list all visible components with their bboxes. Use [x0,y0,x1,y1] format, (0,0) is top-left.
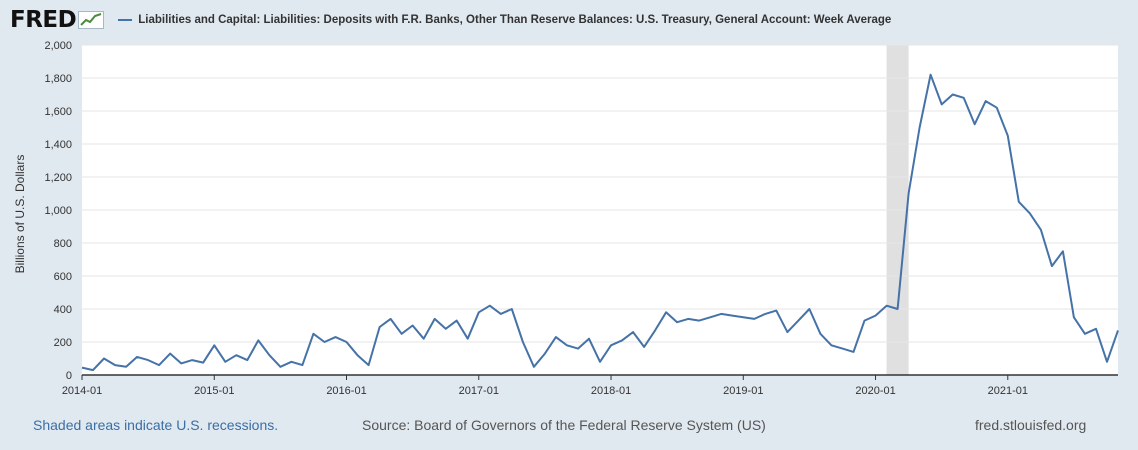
x-tick-label: 2021-01 [988,385,1028,397]
x-tick-label: 2019-01 [723,385,763,397]
y-tick-label: 400 [54,304,72,316]
fred-logo[interactable]: FRED [10,7,77,33]
y-tick-label: 0 [66,370,72,382]
y-tick-label: 2,000 [44,40,72,52]
x-tick-label: 2017-01 [459,385,499,397]
x-tick-label: 2020-01 [855,385,895,397]
y-tick-label: 1,200 [44,172,72,184]
x-tick-label: 2015-01 [194,385,234,397]
y-tick-label: 1,400 [44,139,72,151]
site-link[interactable]: fred.stlouisfed.org [975,417,1087,433]
y-axis-title: Billions of U.S. Dollars [13,155,27,274]
recession-note[interactable]: Shaded areas indicate U.S. recessions. [33,417,279,433]
x-tick-label: 2016-01 [326,385,366,397]
y-tick-label: 200 [54,337,72,349]
y-tick-label: 800 [54,238,72,250]
y-tick-label: 1,600 [44,106,72,118]
header: FRED Liabilities and Capital: Liabilitie… [10,6,891,34]
y-tick-label: 1,000 [44,205,72,217]
y-tick-label: 600 [54,271,72,283]
line-chart-icon [78,11,105,29]
series-title: Liabilities and Capital: Liabilities: De… [138,14,892,26]
legend-swatch [118,19,133,21]
x-tick-label: 2014-01 [62,385,102,397]
series-line [81,73,1119,372]
y-tick-label: 1,800 [44,73,72,85]
x-tick-label: 2018-01 [591,385,631,397]
source-note: Source: Board of Governors of the Federa… [362,417,766,433]
